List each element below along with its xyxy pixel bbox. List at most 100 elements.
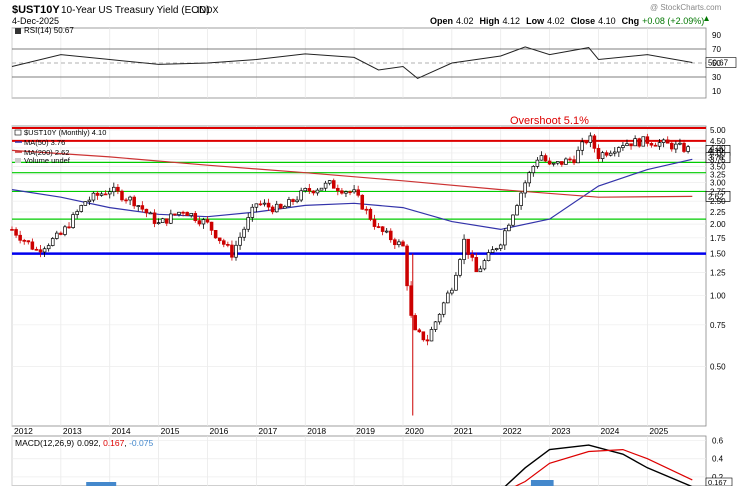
candle-body-87 — [364, 208, 369, 211]
high-value: 4.12 — [503, 16, 521, 26]
candle-body-14 — [67, 226, 71, 229]
candle-body-18 — [83, 201, 88, 206]
overshoot-annotation: Overshoot 5.1% — [510, 115, 589, 127]
macd-hist-1 — [538, 480, 547, 486]
candle-body-0 — [10, 229, 14, 231]
candle-body-86 — [360, 194, 365, 210]
candle-body-77 — [323, 182, 328, 189]
candle-body-125 — [519, 192, 523, 206]
candle-body-156 — [645, 136, 650, 144]
candle-body-135 — [560, 161, 564, 165]
legend-volume: Volume undef — [24, 156, 71, 165]
axis-labels: 2012 2013 2014 2015 2016 2017 2018 2019 2020 2021… — [14, 31, 726, 436]
candle-body-81 — [340, 190, 344, 194]
candle-body-165 — [682, 142, 686, 152]
price-panel-frame — [11, 125, 707, 427]
candle-body-122 — [507, 224, 511, 232]
candle-body-61 — [258, 203, 263, 206]
candle-body-106 — [441, 302, 446, 315]
close-label: Close — [571, 16, 596, 26]
candle-body-153 — [633, 138, 637, 147]
y-tick-5.00: 5.00 — [710, 126, 726, 135]
candle-body-30 — [132, 196, 136, 207]
rsi-label: RSI(14) 50.67 — [24, 26, 74, 35]
candle-body-164 — [678, 142, 682, 145]
candle-body-6 — [34, 248, 39, 251]
x-tick-2012: 2012 — [14, 426, 33, 436]
candle-body-93 — [388, 230, 393, 241]
y-tick-1.75: 1.75 — [710, 234, 726, 243]
candle-body-7 — [38, 249, 43, 253]
candle-body-79 — [331, 180, 336, 189]
chg-value: +0.08 (+2.09%) — [642, 16, 704, 26]
candle-body-83 — [348, 191, 352, 194]
candle-body-57 — [242, 228, 246, 238]
candle-body-126 — [523, 182, 527, 194]
macd-series: 0.60.40.20.167 — [12, 437, 733, 486]
legend-ma50: MA(50) 3.76 — [24, 138, 65, 147]
candle-body-133 — [551, 162, 556, 165]
candle-body-26 — [116, 186, 120, 192]
candle-body-55 — [234, 244, 238, 258]
candle-body-121 — [503, 230, 507, 246]
y-tick-2.00: 2.00 — [710, 220, 726, 229]
open-label: Open — [430, 16, 453, 26]
rsi-tick-70: 70 — [712, 45, 721, 54]
x-tick-2014: 2014 — [112, 426, 131, 436]
rsi-series: 50.67 — [11, 46, 737, 79]
candle-body-82 — [344, 191, 348, 194]
candle-body-142 — [588, 135, 593, 143]
candle-body-33 — [144, 208, 149, 214]
rsi-tick-50: 50 — [712, 59, 721, 68]
y-tick-3.75: 3.75 — [710, 156, 726, 165]
candle-body-85 — [356, 189, 360, 196]
rsi-tick-30: 30 — [712, 73, 721, 82]
candle-body-52 — [222, 240, 226, 245]
copyright-label: @ StockCharts.com — [650, 3, 722, 12]
candle-body-139 — [576, 149, 580, 164]
ma50-badge-text: 3.76 — [708, 154, 724, 163]
macd-hist-early-3 — [108, 482, 117, 486]
macd-tick-0.4: 0.4 — [712, 455, 724, 464]
candle-body-13 — [63, 226, 67, 235]
candle-body-9 — [46, 245, 51, 250]
candle-body-50 — [213, 229, 218, 239]
y-tick-4.50: 4.50 — [710, 137, 726, 146]
x-tick-2017: 2017 — [258, 426, 277, 436]
candle-body-72 — [303, 188, 308, 192]
candle-body-68 — [287, 199, 291, 207]
x-tick-2016: 2016 — [209, 426, 228, 436]
close-value: 4.10 — [598, 16, 616, 26]
candle-body-10 — [50, 238, 55, 246]
y-tick-1.25: 1.25 — [710, 268, 726, 277]
candle-body-41 — [177, 211, 181, 215]
candle-body-37 — [160, 218, 165, 223]
date-label: 4-Dec-2025 — [12, 16, 59, 26]
high-label: High — [480, 16, 500, 26]
candle-body-161 — [665, 139, 670, 144]
macd-hist-early-0 — [86, 482, 95, 486]
rsi-badge-box — [705, 57, 737, 68]
x-tick-2019: 2019 — [356, 426, 375, 436]
candle-body-88 — [368, 208, 373, 220]
candle-body-159 — [657, 142, 662, 147]
macd-tick-0.2: 0.2 — [712, 473, 724, 482]
legend-ma200: MA(200) 2.62 — [24, 148, 69, 157]
candle-body-141 — [584, 141, 589, 144]
candle-body-138 — [572, 159, 576, 164]
candle-body-22 — [99, 193, 104, 196]
candle-body-34 — [148, 212, 153, 215]
candle-body-20 — [91, 192, 96, 201]
candle-body-74 — [311, 190, 316, 194]
candle-body-100 — [417, 329, 422, 333]
x-tick-2025: 2025 — [649, 426, 668, 436]
candle-body-43 — [185, 211, 189, 216]
candle-body-136 — [564, 158, 568, 165]
candle-body-3 — [22, 239, 26, 242]
x-tick-2021: 2021 — [454, 426, 473, 436]
candle-body-123 — [511, 214, 515, 226]
candle-body-99 — [413, 315, 417, 331]
candle-body-145 — [600, 152, 605, 159]
candle-body-115 — [478, 268, 483, 273]
x-tick-2024: 2024 — [600, 426, 619, 436]
